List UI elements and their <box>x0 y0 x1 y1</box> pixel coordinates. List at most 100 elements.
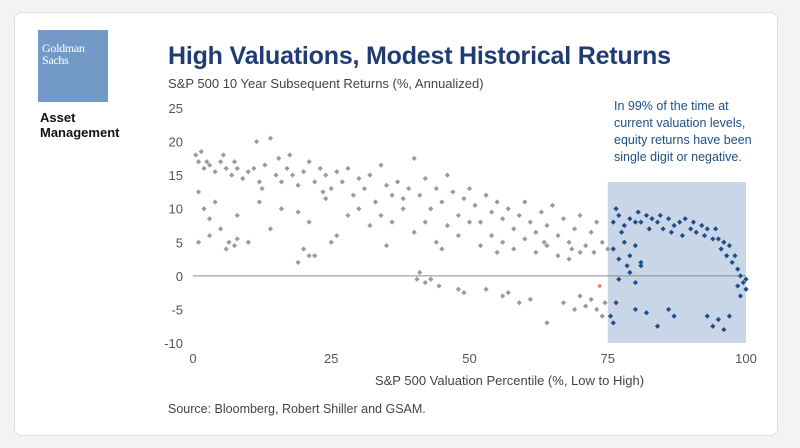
data-point-gray <box>306 159 312 165</box>
data-point-gray <box>317 165 323 172</box>
chart-subtitle: S&P 500 10 Year Subsequent Returns (%, A… <box>168 76 484 91</box>
data-point-gray <box>522 199 528 205</box>
data-point-gray <box>422 219 428 225</box>
data-point-gray <box>588 296 594 302</box>
x-tick-label: 75 <box>601 351 615 366</box>
data-point-gray <box>414 276 420 282</box>
data-point-blue <box>688 226 694 232</box>
data-point-gray <box>278 206 285 212</box>
data-point-gray <box>472 202 478 208</box>
data-point-blue <box>735 266 741 272</box>
data-point-gray <box>195 239 202 245</box>
data-point-gray <box>599 313 605 319</box>
data-point-gray <box>378 212 384 219</box>
data-point-gray <box>218 159 224 165</box>
data-point-gray <box>511 226 517 232</box>
data-point-gray <box>436 283 442 289</box>
data-point-blue <box>632 279 638 286</box>
data-point-gray <box>588 229 594 235</box>
data-point-gray <box>422 279 428 286</box>
data-point-blue <box>743 286 749 292</box>
data-point-gray <box>320 189 326 195</box>
data-point-gray <box>234 165 240 172</box>
data-point-gray <box>229 172 235 178</box>
data-point-gray <box>350 192 356 198</box>
data-point-blue <box>627 216 633 222</box>
data-point-blue <box>643 212 650 219</box>
y-tick-label: -5 <box>171 302 183 317</box>
data-point-blue <box>682 216 688 222</box>
data-point-gray <box>195 159 202 165</box>
data-point-gray <box>323 196 329 202</box>
data-point-gray <box>511 246 517 252</box>
data-point-gray <box>223 246 229 252</box>
data-point-gray <box>461 290 467 296</box>
data-point-blue <box>735 283 741 289</box>
x-tick-label: 100 <box>735 351 757 366</box>
data-point-gray <box>483 192 489 198</box>
data-point-blue <box>646 226 652 232</box>
y-tick-label: 10 <box>169 202 183 217</box>
data-point-gray <box>406 185 412 192</box>
data-point-gray <box>428 276 434 282</box>
data-point-blue <box>627 269 633 276</box>
data-point-blue <box>610 320 616 326</box>
data-point-blue <box>726 243 733 249</box>
data-point-gray <box>455 212 462 219</box>
data-point-gray <box>201 165 207 172</box>
data-point-gray <box>328 185 334 192</box>
data-point-blue <box>654 323 661 329</box>
data-point-gray <box>444 172 450 178</box>
data-point-gray <box>422 175 428 182</box>
data-point-gray <box>367 172 373 178</box>
data-point-gray <box>541 239 547 245</box>
data-point-gray <box>602 300 608 306</box>
logo-line-2: Sachs <box>42 53 69 67</box>
data-point-blue <box>621 239 627 245</box>
source-note: Source: Bloomberg, Robert Shiller and GS… <box>168 402 426 416</box>
data-point-gray <box>361 185 368 192</box>
data-point-gray <box>466 185 473 192</box>
y-tick-label: 0 <box>176 269 183 284</box>
data-point-blue <box>671 222 677 229</box>
data-point-gray <box>455 286 462 292</box>
logo-line-1: Goldman <box>42 41 85 55</box>
data-point-gray <box>444 222 450 229</box>
data-point-gray <box>245 239 251 245</box>
data-point-blue <box>616 256 622 262</box>
data-point-blue <box>693 229 699 235</box>
data-point-gray <box>522 236 528 242</box>
data-point-gray <box>577 293 583 299</box>
data-point-gray <box>500 293 506 299</box>
data-point-gray <box>212 199 218 205</box>
annotation-line: In 99% of the time at <box>614 99 729 113</box>
data-point-gray <box>206 216 213 222</box>
data-point-gray <box>483 286 489 292</box>
data-point-gray <box>433 239 439 245</box>
data-point-blue <box>632 306 638 313</box>
data-point-gray <box>477 219 484 225</box>
data-point-blue <box>737 293 744 299</box>
data-point-blue <box>613 206 619 212</box>
data-point-blue <box>657 212 663 219</box>
data-point-gray <box>461 196 467 202</box>
data-point-gray <box>428 206 434 212</box>
data-point-gray <box>345 165 351 172</box>
y-tick-label: -10 <box>164 336 183 351</box>
data-point-blue <box>638 259 644 266</box>
data-point-blue <box>610 219 616 225</box>
data-point-blue <box>635 209 641 215</box>
data-point-blue <box>616 276 622 282</box>
data-point-blue <box>679 232 686 239</box>
data-point-gray <box>287 152 293 158</box>
data-point-gray <box>212 169 218 175</box>
data-point-gray <box>533 229 539 235</box>
data-point-gray <box>301 169 307 175</box>
x-axis-label: S&P 500 Valuation Percentile (%, Low to … <box>375 373 644 388</box>
data-point-gray <box>204 159 210 165</box>
data-point-blue <box>718 246 724 252</box>
y-tick-label: 15 <box>169 168 183 183</box>
data-point-gray <box>566 239 572 245</box>
data-point-blue <box>607 313 614 319</box>
data-point-blue <box>627 253 633 259</box>
